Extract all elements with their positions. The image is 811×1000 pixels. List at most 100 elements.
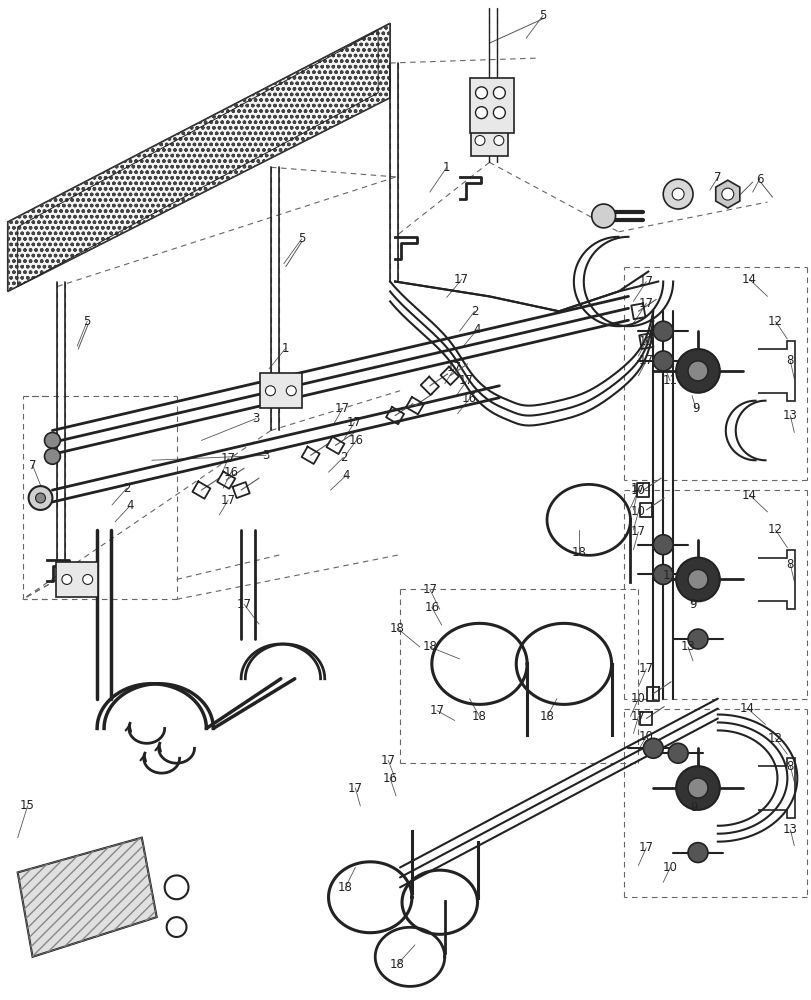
Circle shape <box>493 87 504 99</box>
Circle shape <box>62 574 71 584</box>
Text: 18: 18 <box>422 640 437 653</box>
Text: 18: 18 <box>539 710 554 723</box>
Circle shape <box>36 493 45 503</box>
Text: 16: 16 <box>349 434 363 447</box>
Text: 17: 17 <box>458 374 474 387</box>
Text: 12: 12 <box>767 315 782 328</box>
Text: 11: 11 <box>662 374 677 387</box>
Polygon shape <box>8 23 389 291</box>
FancyBboxPatch shape <box>470 125 508 156</box>
Circle shape <box>265 386 275 396</box>
Text: 18: 18 <box>389 622 404 635</box>
Text: 17: 17 <box>638 275 653 288</box>
Text: 11: 11 <box>662 569 677 582</box>
Text: 1: 1 <box>281 342 290 355</box>
Text: 10: 10 <box>630 484 645 497</box>
Circle shape <box>493 107 504 119</box>
Text: 5: 5 <box>84 315 91 328</box>
Circle shape <box>591 204 615 228</box>
Text: 17: 17 <box>380 754 395 767</box>
Circle shape <box>687 361 707 381</box>
Circle shape <box>687 570 707 589</box>
Circle shape <box>672 188 683 200</box>
Text: 12: 12 <box>767 732 782 745</box>
Circle shape <box>45 448 60 464</box>
Text: 17: 17 <box>422 583 437 596</box>
FancyBboxPatch shape <box>469 78 513 133</box>
Text: 2: 2 <box>123 482 131 495</box>
Text: 17: 17 <box>334 402 350 415</box>
Text: 1: 1 <box>443 161 450 174</box>
Text: 4: 4 <box>342 469 350 482</box>
Circle shape <box>653 535 672 555</box>
Circle shape <box>653 321 672 341</box>
Text: 14: 14 <box>740 702 754 715</box>
Text: 7: 7 <box>28 459 36 472</box>
Text: 17: 17 <box>630 710 645 723</box>
Text: 16: 16 <box>461 392 477 405</box>
Text: 18: 18 <box>571 546 586 559</box>
Text: 8: 8 <box>786 354 793 367</box>
Polygon shape <box>714 180 739 208</box>
Text: 16: 16 <box>223 466 238 479</box>
Text: 5: 5 <box>298 232 305 245</box>
Text: 12: 12 <box>767 523 782 536</box>
Text: 13: 13 <box>782 823 796 836</box>
Text: 18: 18 <box>337 881 353 894</box>
Text: 10: 10 <box>638 730 653 743</box>
Text: 18: 18 <box>389 958 404 971</box>
Text: 17: 17 <box>630 482 645 495</box>
Circle shape <box>475 87 487 99</box>
Text: 2: 2 <box>339 451 347 464</box>
Text: 14: 14 <box>741 489 756 502</box>
Circle shape <box>475 107 487 119</box>
Text: 5: 5 <box>539 9 546 22</box>
Text: 8: 8 <box>786 558 793 571</box>
Text: 3: 3 <box>262 449 269 462</box>
Text: 17: 17 <box>346 416 362 429</box>
Text: 15: 15 <box>20 799 35 812</box>
Text: 2: 2 <box>470 305 478 318</box>
FancyBboxPatch shape <box>260 373 302 408</box>
Text: 17: 17 <box>236 598 251 611</box>
Text: 17: 17 <box>221 452 235 465</box>
Text: 10: 10 <box>630 505 645 518</box>
Text: 3: 3 <box>252 412 260 425</box>
Circle shape <box>286 386 296 396</box>
Text: 17: 17 <box>638 297 653 310</box>
Text: 9: 9 <box>689 598 696 611</box>
Circle shape <box>474 136 484 145</box>
Circle shape <box>676 558 719 601</box>
Text: 17: 17 <box>638 841 653 854</box>
Circle shape <box>493 136 503 145</box>
Circle shape <box>676 349 719 393</box>
Circle shape <box>642 738 663 758</box>
Circle shape <box>663 179 692 209</box>
Circle shape <box>676 766 719 810</box>
Text: 13: 13 <box>680 640 695 653</box>
Text: 7: 7 <box>713 171 721 184</box>
Circle shape <box>687 778 707 798</box>
Text: 18: 18 <box>471 710 487 723</box>
Text: 8: 8 <box>786 760 793 773</box>
Text: 17: 17 <box>453 273 469 286</box>
Text: 17: 17 <box>447 361 461 374</box>
Circle shape <box>653 565 672 584</box>
Text: 17: 17 <box>638 662 653 675</box>
Text: 4: 4 <box>473 323 481 336</box>
Text: 17: 17 <box>347 782 363 795</box>
Circle shape <box>721 188 733 200</box>
Text: 17: 17 <box>221 493 235 506</box>
Text: 10: 10 <box>638 335 653 348</box>
Circle shape <box>687 629 707 649</box>
Circle shape <box>667 743 687 763</box>
Text: 4: 4 <box>126 499 134 512</box>
Text: 6: 6 <box>755 173 762 186</box>
Text: 10: 10 <box>662 861 677 874</box>
Text: 10: 10 <box>630 692 645 705</box>
Circle shape <box>687 843 707 863</box>
Circle shape <box>653 351 672 371</box>
Text: 14: 14 <box>741 273 756 286</box>
Text: 13: 13 <box>782 409 796 422</box>
Circle shape <box>45 432 60 448</box>
